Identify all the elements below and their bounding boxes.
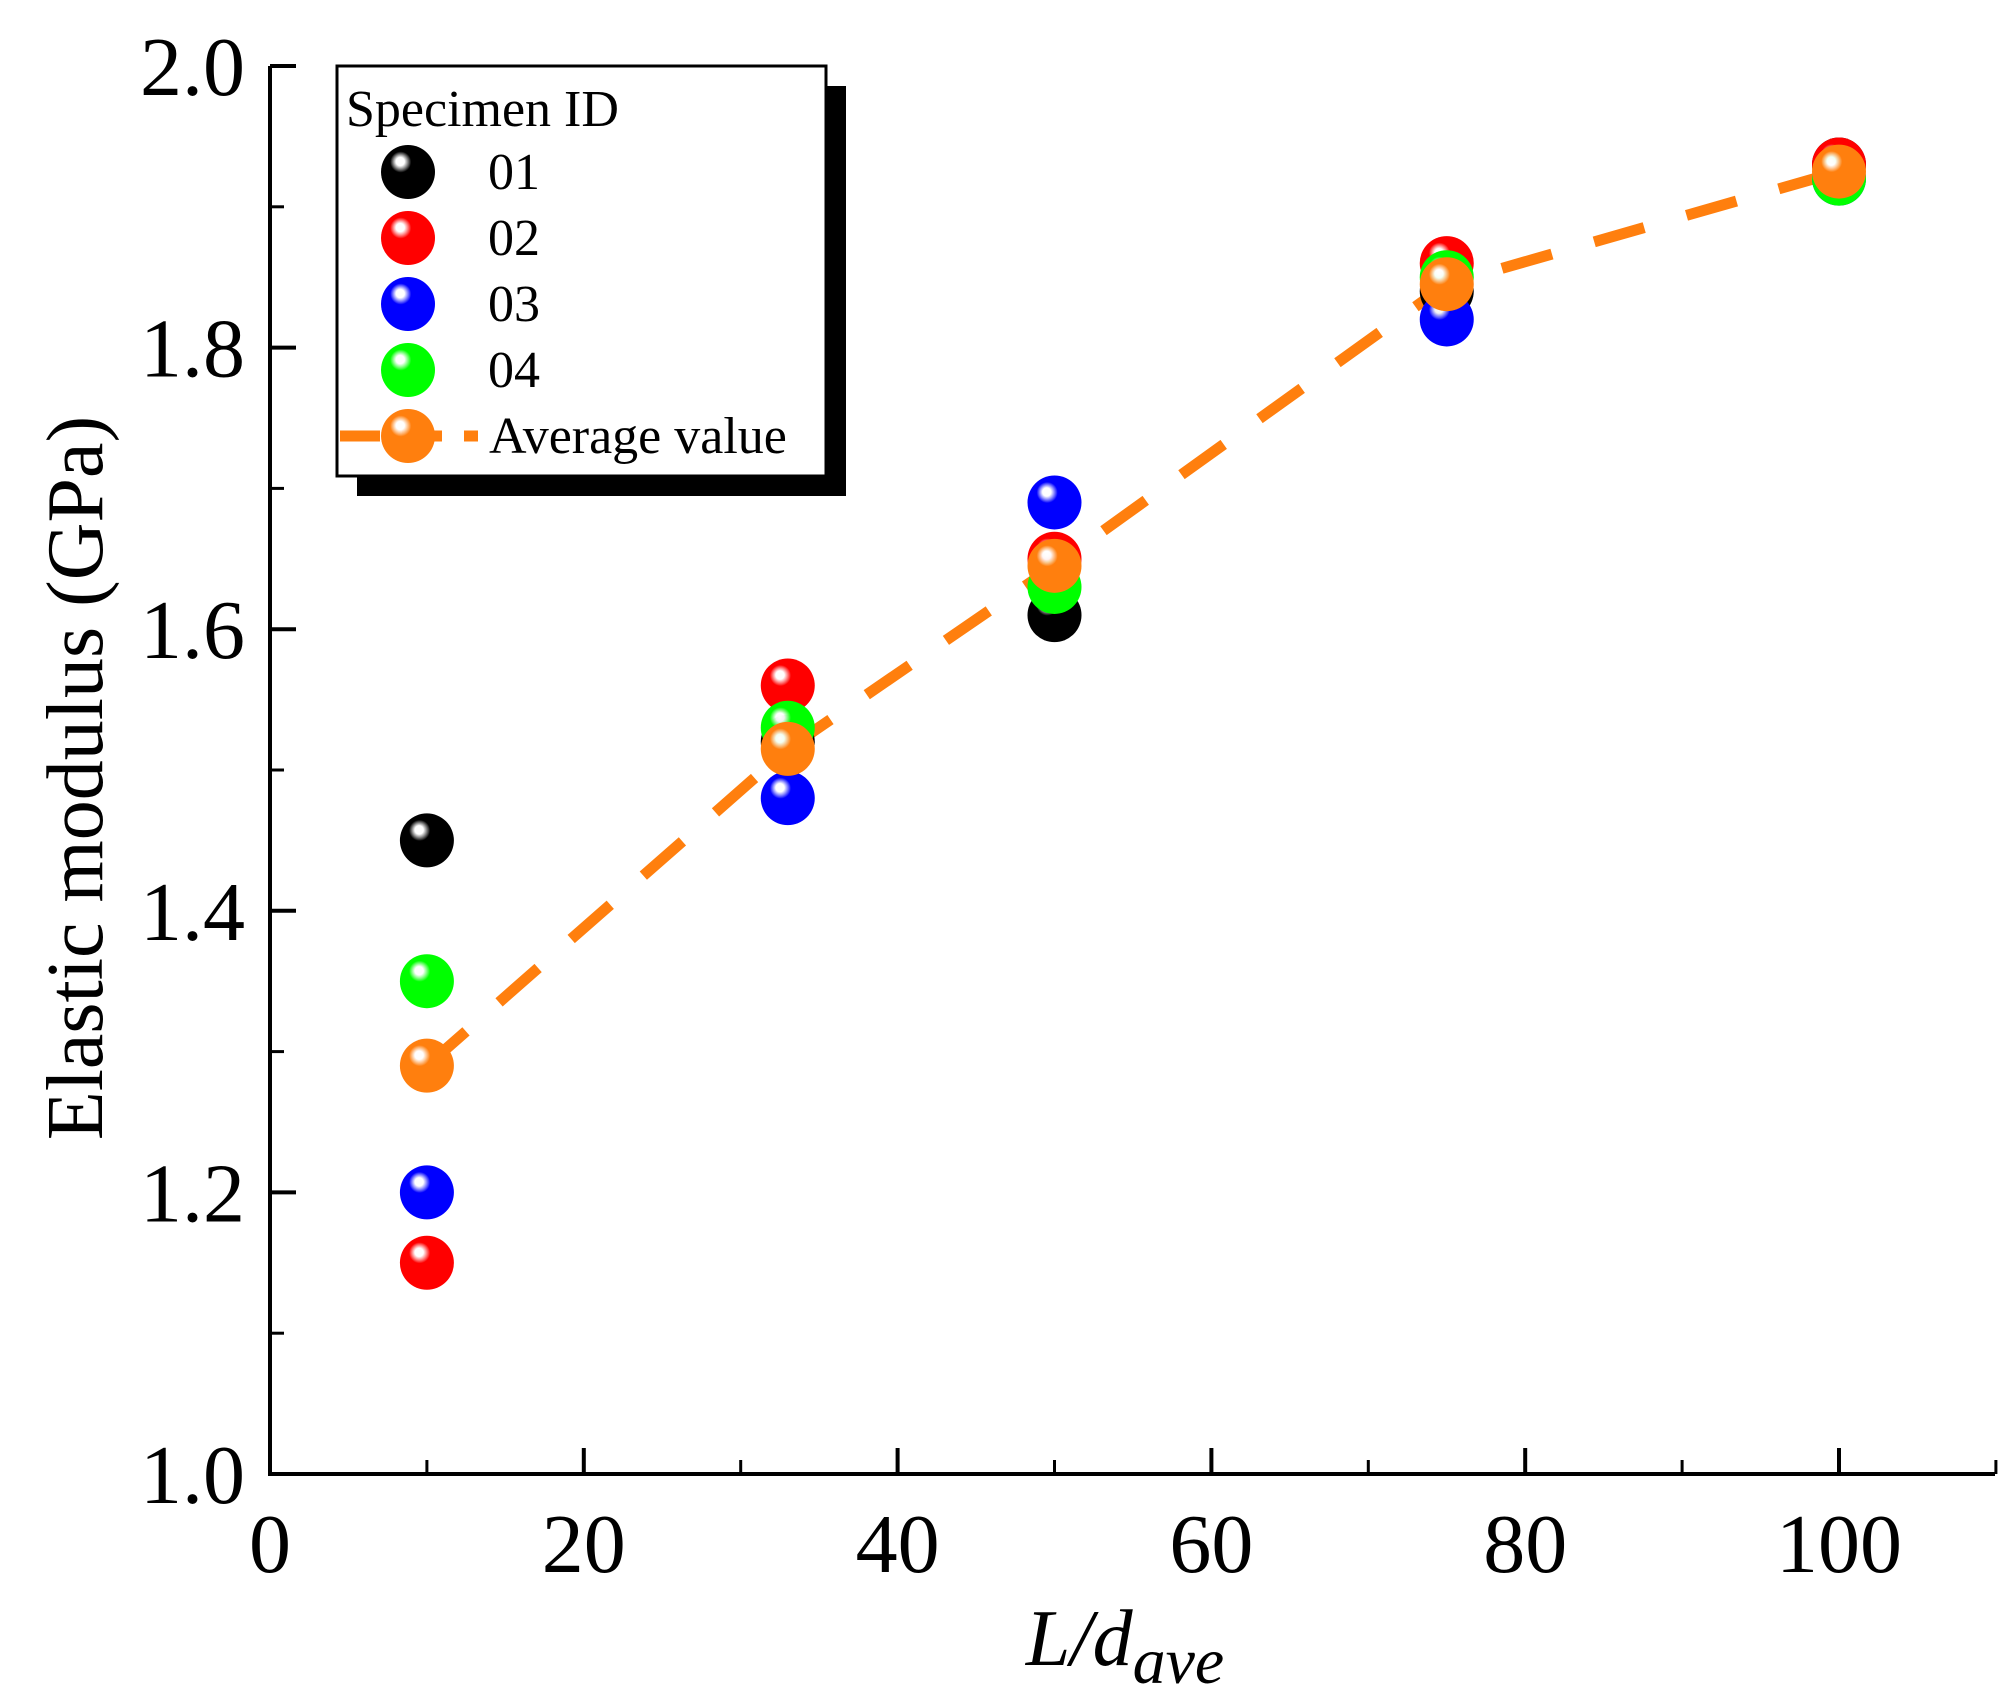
legend-label: 01 (488, 144, 540, 201)
y-tick-label: 1.2 (140, 1147, 245, 1240)
legend-entry: Average value (340, 408, 787, 465)
y-axis-title: Elastic modulus (GPa) (32, 416, 120, 1140)
data-point (1027, 475, 1082, 530)
data-point (760, 658, 815, 713)
data-point (760, 771, 815, 826)
data-point (399, 813, 454, 868)
x-tick-label: 60 (1169, 1498, 1253, 1591)
data-point (399, 954, 454, 1009)
x-tick-label: 20 (542, 1498, 626, 1591)
x-tick-label: 100 (1776, 1498, 1902, 1591)
legend-entry: 03 (381, 276, 540, 333)
y-tick-label: 1.8 (140, 303, 245, 396)
data-point (399, 1165, 454, 1220)
x-tick-label: 40 (856, 1498, 940, 1591)
data-point (1812, 144, 1866, 199)
x-axis-ticks: 0 20 40 60 80 100 (249, 1448, 1998, 1591)
legend-entries: 01 02 03 04 Average value (340, 144, 787, 465)
legend-entry: 02 (381, 210, 540, 267)
legend-box (335, 64, 828, 478)
legend: Specimen ID 01 02 03 04 Average value (335, 64, 846, 496)
legend-label: 02 (488, 210, 540, 267)
series-layer (399, 137, 1866, 1290)
legend-entry: 04 (381, 342, 540, 399)
legend-entry: 01 (381, 144, 540, 201)
legend-label: 04 (488, 342, 540, 399)
legend-marker (381, 343, 435, 397)
data-point (1027, 538, 1082, 593)
y-tick-label: 1.4 (140, 866, 245, 959)
legend-label: Average value (489, 408, 787, 465)
y-axis-ticks: 1.0 1.2 1.4 1.6 1.8 2.0 (140, 21, 296, 1522)
data-point (399, 1038, 454, 1093)
data-point (399, 1235, 454, 1290)
data-point (1419, 257, 1474, 312)
y-tick-label: 1.0 (140, 1429, 245, 1522)
legend-title: Specimen ID (346, 81, 619, 138)
legend-marker (381, 277, 435, 331)
x-axis-title-subscript: ave (1133, 1625, 1225, 1698)
data-point (760, 721, 815, 776)
y-tick-label: 1.6 (140, 584, 245, 677)
x-axis-title-main: L/d (1025, 1595, 1134, 1683)
legend-marker (381, 211, 435, 265)
x-tick-label: 80 (1483, 1498, 1567, 1591)
legend-marker (381, 409, 435, 463)
series-average-value (399, 144, 1866, 1093)
x-tick-label: 0 (249, 1498, 291, 1591)
x-axis-title: L/dave (1025, 1595, 1224, 1698)
y-tick-label: 2.0 (140, 21, 245, 114)
legend-label: 03 (488, 276, 540, 333)
legend-marker (381, 145, 435, 199)
